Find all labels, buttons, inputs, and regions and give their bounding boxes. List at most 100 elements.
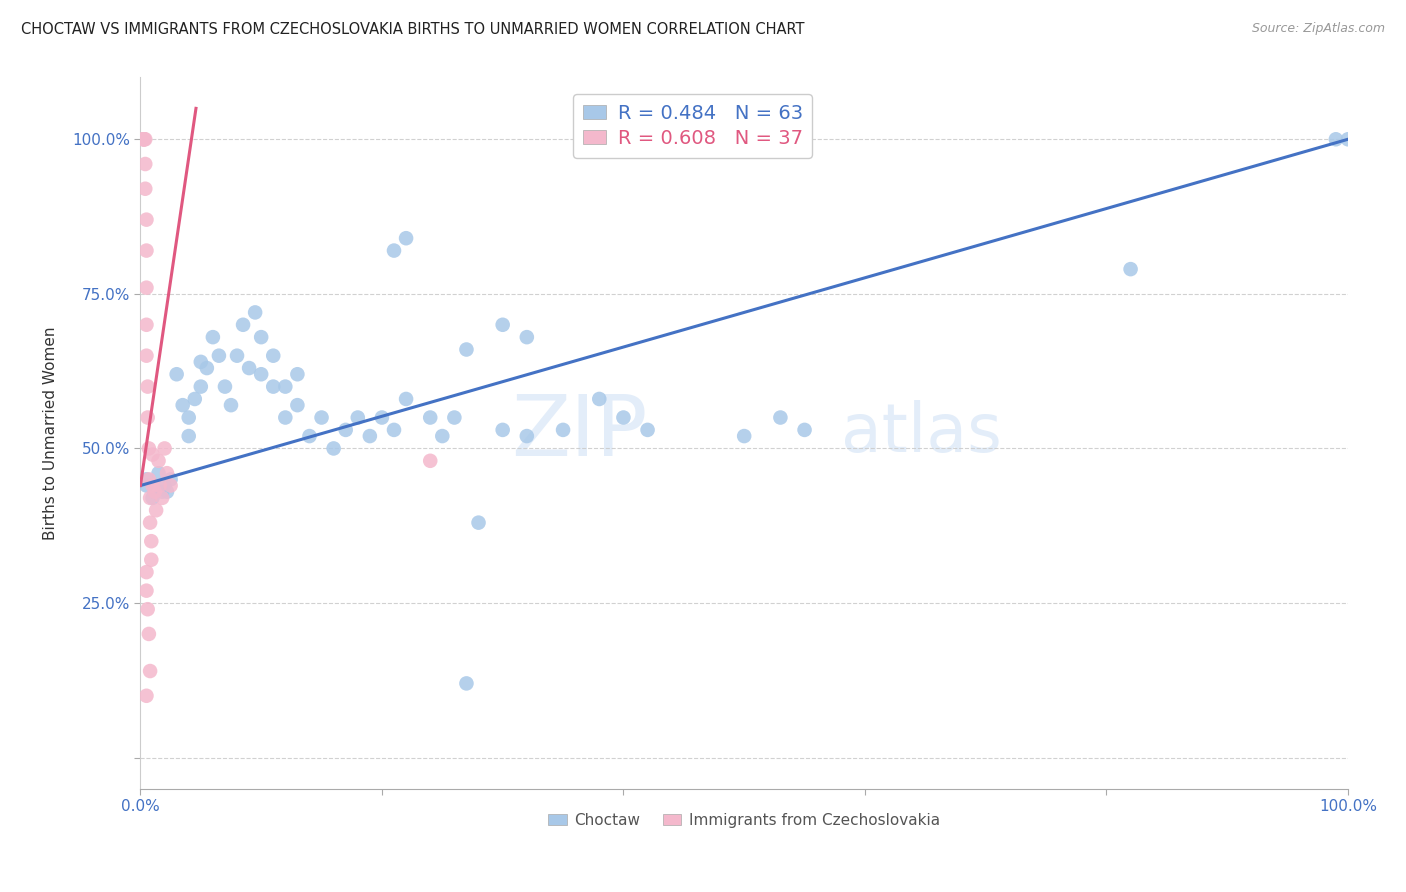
Point (135, 689, 157, 703)
Point (156, 484, 179, 499)
Point (456, 676, 478, 690)
Point (132, 132, 155, 146)
Point (135, 565, 157, 579)
Point (346, 410, 368, 425)
Point (274, 379, 297, 393)
Point (322, 442, 344, 456)
Point (138, 627, 160, 641)
Point (456, 343, 478, 357)
Point (136, 602, 159, 616)
Point (141, 491, 163, 505)
Text: CHOCTAW VS IMMIGRANTS FROM CZECHOSLOVAKIA BIRTHS TO UNMARRIED WOMEN CORRELATION : CHOCTAW VS IMMIGRANTS FROM CZECHOSLOVAKI… (21, 22, 804, 37)
Point (166, 368, 188, 382)
Point (135, 472, 157, 486)
Point (136, 410, 159, 425)
Point (156, 466, 179, 480)
Point (793, 423, 815, 437)
Point (232, 318, 254, 332)
Point (637, 423, 659, 437)
Point (250, 368, 273, 382)
Point (432, 429, 454, 443)
Point (159, 472, 181, 486)
Point (359, 429, 381, 443)
Point (135, 244, 157, 258)
Point (135, 349, 157, 363)
Point (177, 410, 200, 425)
Point (395, 392, 418, 406)
Point (382, 423, 405, 437)
Point (371, 410, 394, 425)
Point (172, 398, 194, 412)
Point (335, 423, 357, 437)
Point (612, 410, 634, 425)
Point (190, 379, 212, 393)
Point (139, 664, 162, 678)
Point (143, 484, 166, 499)
Point (149, 478, 172, 492)
Point (132, 132, 155, 146)
Point (148, 466, 170, 480)
Point (298, 429, 321, 443)
Point (243, 305, 266, 319)
Point (135, 281, 157, 295)
Point (138, 442, 160, 456)
Point (395, 231, 418, 245)
Point (382, 244, 405, 258)
Point (150, 491, 173, 505)
Point (492, 318, 515, 332)
Point (134, 182, 156, 196)
Point (141, 553, 163, 567)
Point (135, 318, 157, 332)
Point (135, 583, 157, 598)
Point (443, 410, 465, 425)
Point (135, 212, 157, 227)
Point (492, 423, 515, 437)
Point (733, 429, 755, 443)
Point (150, 484, 173, 499)
Point (177, 429, 200, 443)
Point (238, 361, 260, 376)
Point (516, 429, 538, 443)
Point (287, 368, 309, 382)
Point (311, 410, 333, 425)
Point (1337, 132, 1360, 146)
Y-axis label: Births to Unmarried Women: Births to Unmarried Women (44, 326, 58, 540)
Point (145, 503, 167, 517)
Point (139, 516, 162, 530)
Point (226, 349, 249, 363)
Point (134, 132, 156, 146)
Point (516, 330, 538, 344)
Point (419, 454, 441, 468)
Point (551, 423, 574, 437)
Legend: Choctaw, Immigrants from Czechoslovakia: Choctaw, Immigrants from Czechoslovakia (543, 807, 946, 834)
Point (159, 478, 181, 492)
Point (419, 410, 441, 425)
Point (136, 379, 159, 393)
Point (262, 379, 284, 393)
Text: atlas: atlas (841, 400, 1001, 466)
Point (1119, 262, 1142, 277)
Point (132, 132, 155, 146)
Point (141, 534, 163, 549)
Point (214, 379, 236, 393)
Point (134, 157, 156, 171)
Point (141, 448, 163, 462)
Text: ZIP: ZIP (512, 392, 648, 475)
Text: Source: ZipAtlas.com: Source: ZipAtlas.com (1251, 22, 1385, 36)
Point (219, 398, 242, 412)
Point (262, 349, 284, 363)
Point (132, 132, 155, 146)
Point (138, 472, 160, 486)
Point (184, 392, 207, 406)
Point (201, 330, 224, 344)
Point (467, 516, 489, 530)
Point (588, 392, 610, 406)
Point (250, 330, 273, 344)
Point (153, 478, 176, 492)
Point (274, 410, 297, 425)
Point (195, 361, 218, 376)
Point (287, 398, 309, 412)
Point (135, 478, 157, 492)
Point (769, 410, 792, 425)
Point (1324, 132, 1347, 146)
